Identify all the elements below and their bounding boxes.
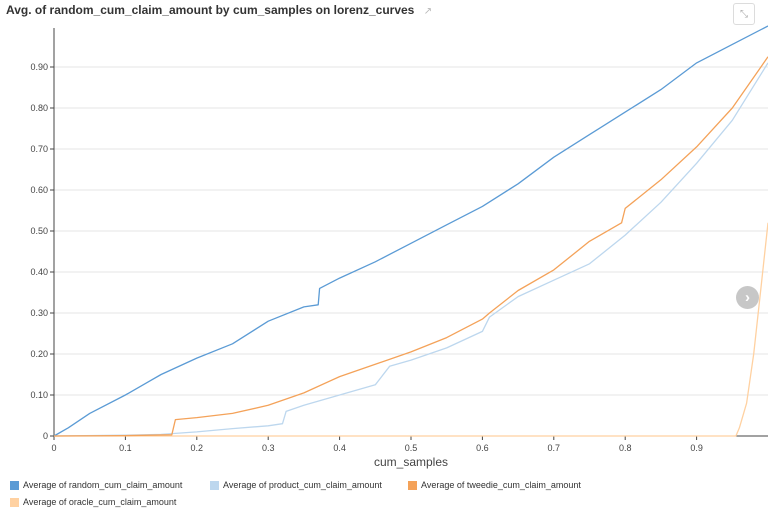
x-tick-label: 0.4 [333,443,346,453]
expand-button[interactable]: ⤡ [733,3,755,25]
legend-label: Average of tweedie_cum_claim_amount [421,480,581,490]
legend-item[interactable]: Average of tweedie_cum_claim_amount [408,480,581,490]
x-tick-label: 0.6 [476,443,489,453]
x-tick-label: 0.2 [191,443,204,453]
legend-item[interactable]: Average of random_cum_claim_amount [10,480,182,490]
x-tick-label: 0 [51,443,56,453]
next-chart-button[interactable]: › [736,286,759,309]
legend-item[interactable]: Average of oracle_cum_claim_amount [10,497,176,507]
y-tick-label: 0.10 [30,390,48,400]
x-axis-title: cum_samples [374,455,448,469]
external-link-icon[interactable]: ↗ [423,6,433,17]
chart-title: Avg. of random_cum_claim_amount by cum_s… [6,3,432,17]
y-tick-label: 0.60 [30,185,48,195]
legend-swatch [210,480,219,490]
chevron-right-icon: › [745,289,750,306]
chart-title-text: Avg. of random_cum_claim_amount by cum_s… [6,3,415,17]
series-line-2 [53,56,768,437]
legend-label: Average of random_cum_claim_amount [23,480,183,490]
y-tick-label: 0.90 [30,62,48,72]
grid [54,66,768,396]
x-tick-label: 0.8 [619,443,632,453]
y-tick-label: 0.50 [30,226,48,236]
legend-swatch [10,480,19,490]
y-tick-label: 0.20 [30,349,48,359]
x-tick-label: 0.7 [548,443,561,453]
legend-swatch [10,497,19,507]
y-tick-label: 0.80 [30,103,48,113]
y-tick-label: 0 [43,431,48,441]
series-lines [53,25,768,437]
x-tick-label: 0.9 [690,443,703,453]
series-line-1 [53,62,768,437]
x-tick-label: 0.1 [119,443,132,453]
lorenz-curves-chart: 0 0.10 0.20 0.30 0.40 0.50 0.60 0.70 0.80 0.90 0 0.… [30,25,768,469]
legend-item[interactable]: Average of product_cum_claim_amount [210,480,382,490]
y-tick-label: 0.30 [30,308,48,318]
expand-icon: ⤡ [740,8,748,20]
series-line-3 [54,222,768,437]
series-line-0 [53,25,768,437]
legend-swatch [408,480,417,490]
legend-label: Average of product_cum_claim_amount [223,480,382,490]
y-tick-label: 0.70 [30,144,48,154]
legend-label: Average of oracle_cum_claim_amount [23,497,177,507]
x-tick-label: 0.3 [262,443,275,453]
x-tick-label: 0.5 [405,443,418,453]
y-tick-label: 0.40 [30,267,48,277]
